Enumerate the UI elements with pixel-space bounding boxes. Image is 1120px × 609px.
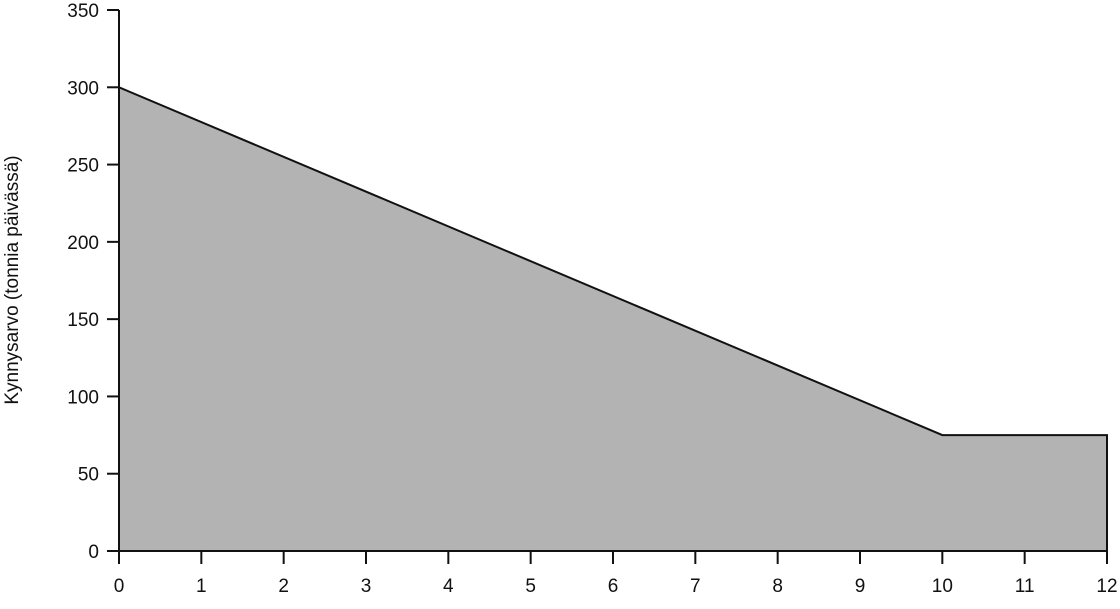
x-tick-label: 0 <box>114 576 125 597</box>
x-tick-label: 4 <box>443 576 454 597</box>
y-tick-label: 0 <box>88 542 99 563</box>
x-tick-label: 7 <box>690 576 701 597</box>
x-tick-label: 2 <box>278 576 289 597</box>
x-tick-label: 10 <box>932 576 953 597</box>
y-axis-title: Kynnysarvo (tonnia päivässä) <box>2 155 23 404</box>
x-tick-label: 6 <box>608 576 619 597</box>
x-tick-label: 8 <box>772 576 783 597</box>
x-tick-label: 5 <box>525 576 536 597</box>
y-tick-label: 250 <box>67 156 99 177</box>
x-tick-label: 9 <box>855 576 866 597</box>
y-tick-label: 300 <box>67 78 99 99</box>
y-tick-label: 150 <box>67 310 99 331</box>
area-fill <box>119 87 1107 552</box>
series-line <box>118 86 1108 551</box>
x-tick-label: 3 <box>361 576 372 597</box>
x-tick-label: 11 <box>1015 576 1035 597</box>
y-tick-label: 350 <box>67 1 99 22</box>
x-tick-label: 12 <box>1096 576 1117 597</box>
area-layer <box>118 86 1108 552</box>
y-tick-label: 100 <box>67 387 99 408</box>
x-tick-label: 1 <box>196 576 207 597</box>
y-tick-label: 50 <box>78 465 99 486</box>
y-tick-label: 200 <box>67 233 99 254</box>
